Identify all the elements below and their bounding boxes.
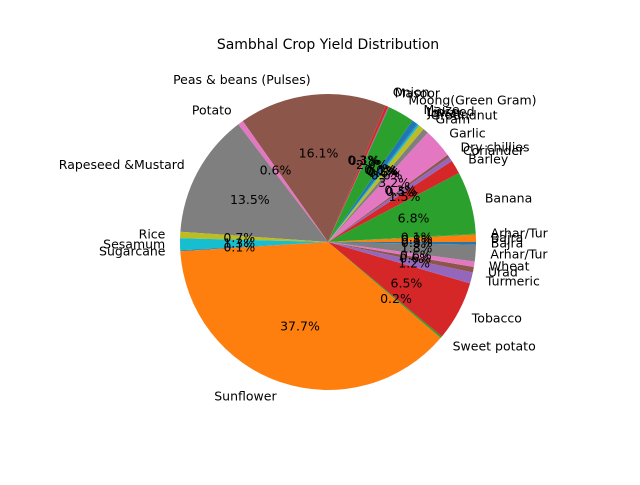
pie-slice-arhar-tur-1 — [328, 233, 476, 242]
pie-percent-label: 1.3% — [223, 235, 255, 250]
pie-slice-tobacco-23 — [328, 242, 471, 337]
pie-category-label: Turmeric — [485, 274, 540, 289]
pie-slice-coriander-4 — [328, 157, 452, 242]
pie-percent-label: 0.2% — [380, 291, 412, 306]
pie-percent-label: 16.1% — [299, 146, 339, 161]
pie-slice-banana-2 — [328, 173, 476, 242]
pie-slice-garlic-6 — [328, 132, 448, 242]
pie-slice-bajra-0 — [328, 234, 476, 242]
pie-percent-label: 1.5% — [389, 189, 421, 204]
pie-category-label: Masoor — [395, 85, 441, 100]
pie-slice-jowar-9 — [328, 124, 420, 242]
pie-slice-arhar-tur-27 — [328, 242, 476, 262]
pie-percent-label: 37.7% — [280, 318, 320, 333]
pie-category-label: Dry chillies — [460, 139, 529, 154]
pie-percent-label: 13.5% — [230, 192, 270, 207]
pie-percent-label: 0.3% — [401, 235, 433, 250]
pie-category-label: Jowar — [427, 105, 463, 120]
pie-category-label: Banana — [485, 190, 532, 205]
pie-slice-sunflower-21 — [180, 242, 441, 390]
pie-slice-groundnut-8 — [328, 125, 424, 242]
pie-slice-barley-3 — [328, 160, 459, 242]
pie-slice-sugarcane-20 — [180, 242, 328, 252]
pie-slice-wheat-26 — [328, 242, 475, 268]
pie-category-label: Onion — [393, 85, 430, 100]
chart-title: Sambhal Crop Yield Distribution — [217, 37, 439, 53]
pie-category-label: Gram — [435, 112, 470, 127]
pie-percent-label: 0.3% — [347, 153, 379, 168]
pie-category-label: Coriander — [463, 143, 525, 158]
pie-percent-label: 0.6% — [364, 162, 396, 177]
pie-percent-label: 0.3% — [384, 182, 416, 197]
pie-slice-onion-14 — [328, 105, 389, 242]
pie-slice-rapeseed-mustard-17 — [180, 124, 328, 242]
pie-slice-potato-16 — [238, 121, 328, 242]
pie-category-label: Rapeseed &Mustard — [59, 157, 185, 172]
pie-category-label: Groundnut — [431, 108, 498, 123]
pie-slice-dry-chillies-5 — [328, 154, 450, 242]
pie-slice-bajra-28 — [328, 242, 476, 245]
pie-category-label: Arhar/Tur — [490, 246, 548, 261]
pie-percent-label: 0.1% — [366, 163, 398, 178]
pie-category-label: Moong(Green Gram) — [408, 92, 536, 107]
pie-percent-label: 0.5% — [386, 184, 418, 199]
pie-percent-label: 0.6% — [260, 162, 292, 177]
pie-category-label: Potato — [192, 103, 232, 118]
pie-percent-label: 0.6% — [400, 247, 432, 262]
pie-category-label: Garlic — [449, 125, 485, 140]
pie-percent-label: 6.8% — [398, 210, 430, 225]
pie-percent-label: 0.8% — [401, 232, 433, 247]
pie-category-label: Sunflower — [214, 388, 277, 403]
pie-category-label: Arhar/Tur — [491, 225, 549, 240]
pie-percent-label: 0.2% — [366, 164, 398, 179]
pie-slice-peas-beans-pulses-15 — [242, 93, 386, 242]
pie-category-label: Sugarcane — [99, 244, 166, 259]
pie-percent-label: 0.1% — [223, 239, 255, 254]
pie-percent-label: 1.2% — [398, 256, 430, 271]
pie-slice-maize-11 — [328, 120, 418, 242]
pie-percent-label: 1.8% — [401, 241, 433, 256]
pie-slice-rice-18 — [180, 231, 328, 242]
pie-category-label: Wheat — [489, 259, 530, 274]
pie-category-label: Rice — [139, 226, 166, 241]
pie-percent-label: 2.9% — [356, 157, 388, 172]
pie-percent-label: 0.7% — [223, 230, 255, 245]
pie-percent-label: 6.5% — [391, 276, 423, 291]
pie-category-label: Urad — [488, 265, 518, 280]
pie-category-label: Maize — [423, 102, 459, 117]
pie-slice-gram-7 — [328, 128, 428, 242]
pie-category-label: Tobacco — [471, 310, 522, 325]
pie-category-label: Linseed — [426, 104, 474, 119]
pie-slice-turmeric-24 — [328, 242, 473, 284]
pie-slice-moong-green-gram-12 — [328, 107, 413, 243]
pie-category-label: Peas & beans (Pulses) — [173, 72, 311, 87]
pie-category-label: Barley — [468, 151, 509, 166]
pie-slice-masoor-13 — [328, 106, 390, 242]
pie-category-label: Sesamum — [103, 237, 165, 252]
pie-percent-labels: 0.8%0.1%6.8%1.5%0.5%0.3%3.2%0.6%0.6%0.2%… — [223, 146, 432, 334]
pie-category-label: Sweet potato — [453, 339, 536, 354]
pie-slice-linseed-10 — [328, 123, 418, 242]
pie-percent-label: 0.6% — [368, 165, 400, 180]
pie-slice-sesamum-19 — [179, 238, 328, 251]
pie-category-label: Bajra — [491, 236, 524, 251]
pie-category-label: Bajra — [491, 230, 524, 245]
pie-percent-label: 3.2% — [378, 175, 410, 190]
pie-slice-urad-25 — [328, 242, 474, 273]
pie-percent-label: 0.6% — [399, 251, 431, 266]
pie-slices — [179, 93, 476, 390]
pie-percent-label: 0.1% — [401, 229, 433, 244]
pie-percent-label: 0.1% — [348, 153, 380, 168]
pie-slice-sweet-potato-22 — [328, 242, 442, 338]
pie-percent-label: 0.6% — [371, 167, 403, 182]
